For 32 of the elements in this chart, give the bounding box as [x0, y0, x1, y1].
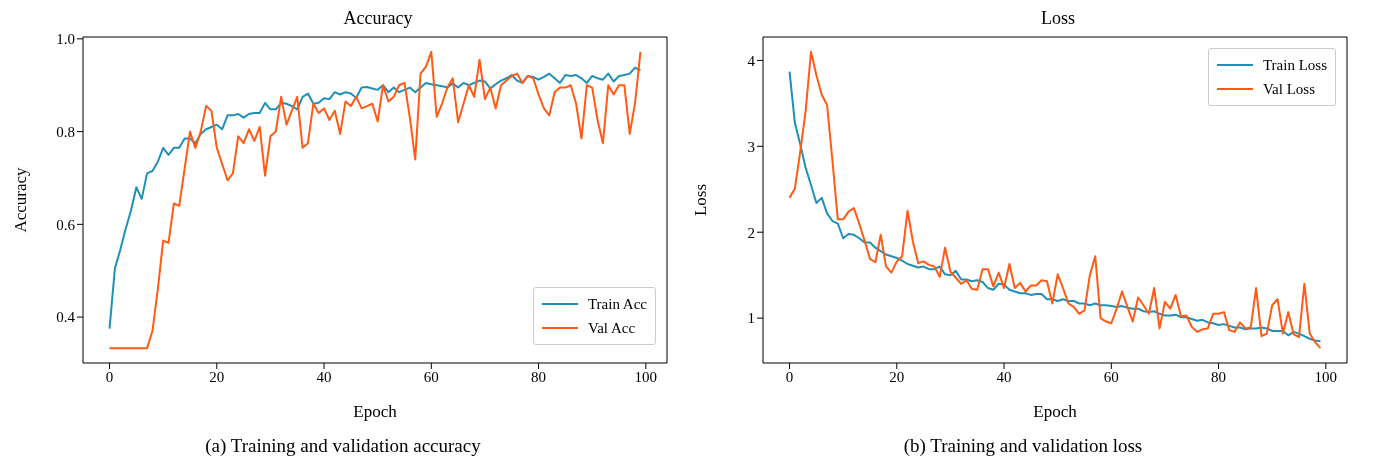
legend-label: Train Loss — [1262, 56, 1327, 74]
x-tick-label: 0 — [785, 368, 794, 385]
x-tick-label: 40 — [316, 368, 332, 385]
legend-label: Train Acc — [587, 295, 647, 313]
legend-label: Val Loss — [1262, 80, 1316, 98]
y-tick-label: 1.0 — [56, 31, 75, 48]
y-axis-title: Accuracy — [11, 166, 31, 233]
legend-label: Val Acc — [587, 319, 636, 337]
x-tick-label: 100 — [1314, 368, 1338, 385]
x-tick-label: 60 — [1103, 368, 1119, 385]
y-tick-label: 4 — [747, 52, 756, 69]
x-tick-label: 80 — [531, 368, 547, 385]
x-tick-label: 20 — [209, 368, 225, 385]
chart-title: Accuracy — [342, 8, 414, 30]
y-axis-title: Loss — [691, 183, 711, 217]
x-tick-label: 60 — [423, 368, 439, 385]
y-tick-label: 0.8 — [56, 123, 75, 140]
x-tick-label: 80 — [1211, 368, 1227, 385]
y-tick-label: 1 — [747, 310, 755, 327]
chart-title: Loss — [1040, 8, 1076, 30]
x-axis-title: Epoch — [1033, 402, 1078, 422]
x-axis-title: Epoch — [353, 402, 398, 422]
x-tick-label: 20 — [889, 368, 905, 385]
y-tick-label: 2 — [747, 224, 755, 241]
text: (b) Training and validation loss — [902, 435, 1144, 457]
y-tick-label: 3 — [747, 138, 755, 155]
y-tick-label: 0.4 — [56, 309, 76, 326]
x-tick-label: 100 — [634, 368, 658, 385]
x-tick-label: 0 — [105, 368, 114, 385]
y-tick-label: 0.6 — [56, 216, 76, 233]
text: (a) Training and validation accuracy — [204, 435, 482, 457]
x-tick-label: 40 — [996, 368, 1012, 385]
